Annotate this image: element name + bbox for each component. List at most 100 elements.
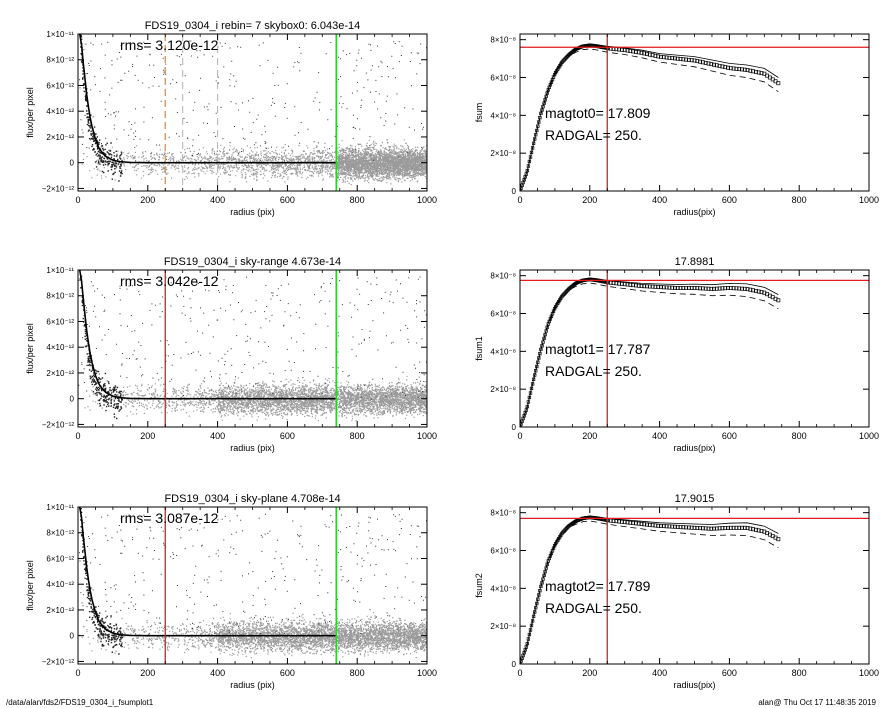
y-tick-label: 0 xyxy=(70,632,75,641)
fsum-marker xyxy=(737,286,742,291)
magtot-annotation: magtot1= 17.787 xyxy=(545,341,651,357)
fsum-marker xyxy=(712,526,716,531)
fsum-marker xyxy=(541,577,545,581)
x-axis-label: radius(pix) xyxy=(673,680,715,690)
fsum-marker xyxy=(543,333,547,337)
fsum-marker xyxy=(545,91,549,95)
fsum-markers xyxy=(520,277,781,427)
fsum-marker xyxy=(700,286,705,291)
fsum-marker xyxy=(700,526,705,531)
fsum-marker xyxy=(650,284,655,289)
fsum-marker xyxy=(726,65,730,70)
fsum-marker xyxy=(731,286,736,291)
fsum-marker xyxy=(650,53,655,58)
rms-annotation: rms= 3.042e-12 xyxy=(120,273,219,289)
fsum-marker xyxy=(653,523,658,528)
chart-flux-bot: 0 200 400 600 800 1000−2×10⁻¹²02×10⁻¹²4×10⁻¹²… xyxy=(25,493,437,690)
fsum-marker xyxy=(528,628,533,632)
footer-path: /data/alan/fds2/FDS19_0304_i_fsumplot1 xyxy=(6,698,154,707)
fsum-marker xyxy=(636,50,641,55)
fsum-marker xyxy=(619,47,624,52)
y-tick-label: 0 xyxy=(70,159,75,168)
fsum-marker xyxy=(614,281,619,286)
fsum-marker xyxy=(756,528,761,533)
fsum-marker xyxy=(536,597,540,601)
radgal-annotation: RADGAL= 250. xyxy=(545,363,642,379)
fsum-marker xyxy=(737,67,742,72)
fsum-marker xyxy=(538,352,542,356)
y-tick-label: 4×10⁻⁸ xyxy=(490,584,516,593)
x-tick-label: 400 xyxy=(210,668,225,678)
y-tick-label: 2×10⁻¹² xyxy=(46,606,74,615)
x-tick-label: 800 xyxy=(792,668,807,678)
fsum-marker xyxy=(645,52,649,56)
fsum-marker xyxy=(759,529,764,533)
fsum-marker xyxy=(656,54,661,59)
fsum-marker xyxy=(745,287,750,292)
fsum-marker xyxy=(530,146,535,150)
fsum-marker xyxy=(535,128,539,133)
fsum-marker xyxy=(525,168,529,173)
fsum-marker xyxy=(717,526,722,531)
core-dots xyxy=(80,508,123,655)
fsum-marker xyxy=(529,386,534,391)
fsum-marker xyxy=(717,63,722,68)
y-tick-label: 1×10⁻¹¹ xyxy=(46,266,74,275)
fsum-marker xyxy=(639,284,644,288)
fsum-marker xyxy=(664,55,669,60)
fsum-marker xyxy=(684,525,689,530)
rms-annotation: rms= 3.120e-12 xyxy=(120,37,219,53)
x-tick-label: 200 xyxy=(582,195,597,205)
fsum-marker xyxy=(645,284,649,289)
fsum-marker xyxy=(712,62,716,67)
fsum-marker xyxy=(656,523,661,528)
fsum-marker xyxy=(661,524,666,529)
fsum-marker xyxy=(526,637,531,641)
fsum-marker xyxy=(645,522,649,527)
y-tick-label: −2×10⁻¹² xyxy=(42,657,75,666)
fsum-marker xyxy=(759,290,764,295)
fsum-marker xyxy=(684,57,689,62)
fsum-marker xyxy=(628,49,633,53)
fsum-marker xyxy=(527,159,532,164)
fsum-marker xyxy=(748,68,753,73)
y-tick-label: 0 xyxy=(70,395,75,404)
fsum-marker xyxy=(545,325,549,329)
fsum-marker xyxy=(633,521,638,526)
fsum-marker xyxy=(742,67,747,72)
fsum-marker xyxy=(608,518,613,523)
fsum-marker xyxy=(759,71,764,76)
x-tick-label: 200 xyxy=(140,668,155,678)
y-tick-label: 2×10⁻¹² xyxy=(46,133,74,142)
fsum-marker xyxy=(670,524,675,529)
y-tick-label: 4×10⁻¹² xyxy=(46,580,74,589)
fsum-marker xyxy=(728,286,733,290)
fsum-marker xyxy=(723,526,728,530)
fsum-marker xyxy=(670,56,675,61)
fsum-marker xyxy=(742,286,747,291)
fsum-marker xyxy=(678,286,683,290)
fsum-marker xyxy=(536,360,540,364)
fsum-marker xyxy=(675,56,680,61)
y-tick-label: −2×10⁻¹² xyxy=(42,420,75,429)
fsum-marker xyxy=(748,287,753,292)
fsum-marker xyxy=(544,94,548,99)
fsum-marker xyxy=(753,288,758,293)
fsum-marker xyxy=(534,369,538,373)
fsum-marker xyxy=(689,286,694,290)
fsum-marker xyxy=(527,632,532,637)
magtot-annotation: magtot2= 17.789 xyxy=(545,578,651,594)
fsum-marker xyxy=(776,81,781,86)
fsum-marker xyxy=(706,286,711,291)
fsum-marker xyxy=(706,526,711,531)
fsum-marker xyxy=(695,59,700,64)
fsum-marker xyxy=(753,527,758,532)
fsum-marker xyxy=(537,593,541,597)
fsum-marker xyxy=(709,62,714,67)
fsum-marker xyxy=(530,382,535,386)
fsum-marker xyxy=(681,525,686,530)
fsum-marker xyxy=(539,347,543,352)
y-tick-label: 8×10⁻⁸ xyxy=(490,36,516,45)
fsum-marker xyxy=(533,610,537,614)
fsum-marker xyxy=(659,54,663,59)
